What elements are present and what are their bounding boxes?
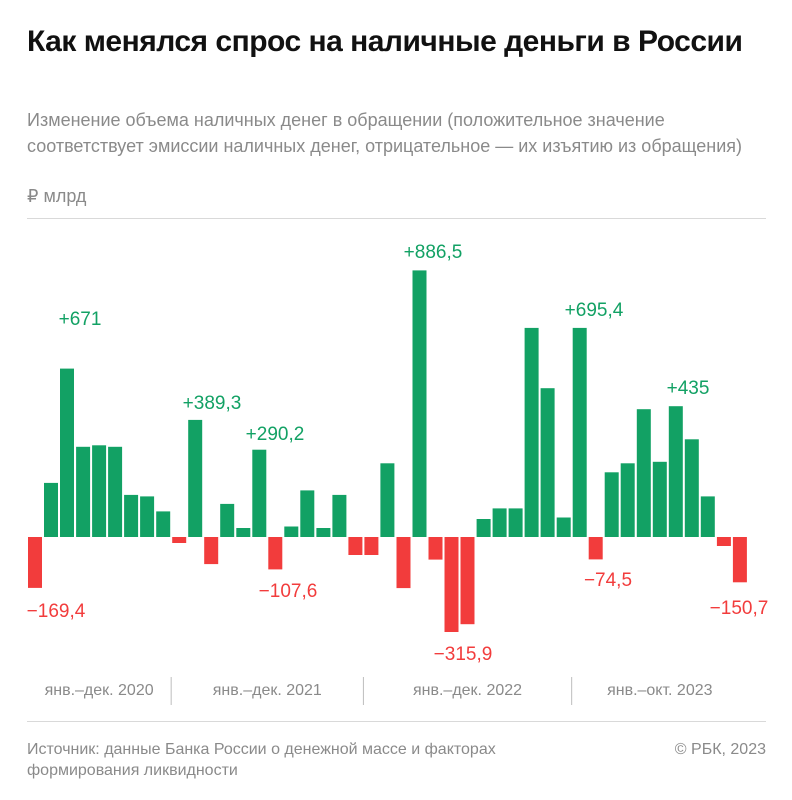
bar-4-9 [700, 496, 715, 537]
value-annotation: −150,7 [710, 598, 769, 619]
source-note: Источник: данные Банка России о денежной… [27, 741, 496, 779]
bar-2-6 [252, 449, 267, 537]
bar-2-5 [236, 528, 251, 537]
bar-2-1 [172, 537, 187, 543]
bottom-divider [27, 721, 766, 722]
bar-1-8 [140, 496, 155, 537]
chart-title: Как менялся спрос на наличные деньги в Р… [27, 25, 743, 58]
bar-3-13 [556, 517, 571, 537]
bar-2-4 [220, 503, 235, 537]
value-annotation: −107,6 [259, 581, 318, 602]
value-annotation: +389,3 [183, 393, 242, 414]
bar-1-1 [28, 537, 42, 588]
chart-subtitle: Изменение объема наличных денег в обраще… [27, 110, 742, 156]
bar-4-6 [652, 461, 667, 537]
bar-1-5 [92, 445, 107, 537]
value-annotation: +695,4 [565, 300, 624, 321]
bar-4-1 [572, 327, 587, 537]
bar-2-3 [204, 537, 219, 565]
bar-3-9 [492, 508, 507, 537]
group-label: янв.–дек. 2020 [45, 682, 154, 699]
bar-3-8 [476, 519, 491, 537]
bar-1-3 [60, 368, 74, 537]
bar-3-12 [540, 388, 555, 537]
value-annotation: −74,5 [584, 570, 632, 591]
bar-4-3 [604, 472, 619, 537]
group-label: янв.–дек. 2022 [413, 682, 522, 699]
bar-2-2 [188, 419, 203, 537]
bar-chart: янв.–дек. 2020 янв.–дек. 2021 янв.–дек. 20… [27, 242, 769, 705]
bar-4-5 [636, 409, 651, 537]
copyright: © РБК, 2023 [674, 741, 766, 758]
bar-4-7 [668, 406, 683, 537]
bar-2-9 [300, 490, 315, 537]
top-divider [27, 218, 766, 219]
bar-3-3 [396, 537, 411, 589]
value-annotation: −315,9 [434, 644, 493, 665]
bar-2-7 [268, 537, 283, 570]
group-label: янв.–дек. 2021 [213, 682, 322, 699]
bar-1-9 [156, 511, 171, 537]
bar-4-8 [684, 439, 699, 537]
value-annotation: +671 [59, 309, 102, 330]
bar-3-11 [524, 327, 539, 537]
value-annotation: +435 [667, 378, 710, 399]
bar-2-10 [316, 528, 331, 537]
unit-label: ₽ млрд [27, 186, 87, 206]
bar-4-10 [716, 537, 731, 546]
bar-2-8 [284, 526, 299, 537]
group-label: янв.–окт. 2023 [607, 682, 713, 699]
bar-3-4 [412, 270, 427, 537]
value-annotation: +886,5 [404, 242, 463, 263]
bar-1-7 [124, 494, 139, 537]
value-annotation: −169,4 [27, 601, 86, 622]
bar-2-12 [348, 537, 363, 555]
bar-4-4 [620, 463, 635, 537]
bar-3-10 [508, 508, 523, 537]
bar-4-2 [588, 537, 603, 560]
bar-4-11 [732, 537, 747, 583]
bar-3-2 [380, 463, 395, 537]
bar-3-5 [428, 537, 443, 560]
bar-2-11 [332, 494, 347, 537]
bar-3-6 [444, 537, 459, 632]
bar-3-7 [460, 537, 475, 625]
bar-1-6 [108, 446, 123, 537]
bar-1-2 [44, 482, 58, 537]
value-annotation: +290,2 [246, 424, 305, 445]
bar-3-1 [364, 537, 379, 555]
bar-1-4 [76, 446, 91, 537]
